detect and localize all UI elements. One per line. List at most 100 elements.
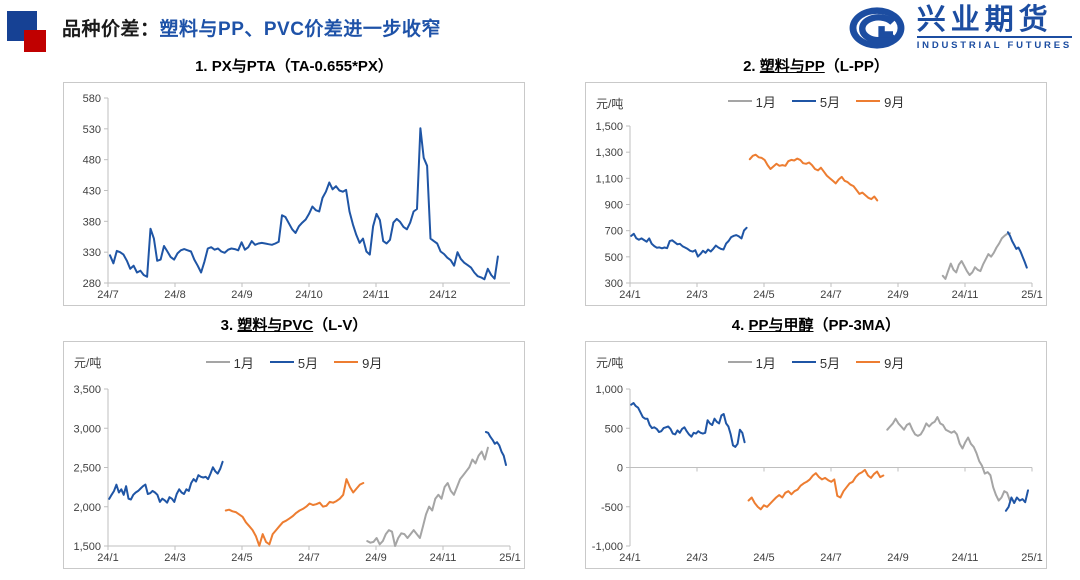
chart-head: 元/吨 1月 5月 9月 xyxy=(586,83,1046,119)
legend-item-orange: 9月 xyxy=(856,353,904,372)
y-tick-label: 1,500 xyxy=(73,541,101,553)
y-tick-label: -500 xyxy=(601,502,623,514)
y-tick-label: 530 xyxy=(83,124,101,136)
chart-title: 4. PP与甲醇（PP-3MA） xyxy=(731,317,901,334)
chart-cell-pp-3ma: 4. PP与甲醇（PP-3MA） 元/吨 1月 5月 9月 -1,000 -500 0 5… xyxy=(585,314,1047,569)
page-header: 品种价差：塑料与PP、PVC价差进一步收窄 兴业期货 INDUSTRIAL FU… xyxy=(0,0,1080,54)
chart-head: 元/吨 1月 5月 9月 xyxy=(586,342,1046,382)
legend-label: 9月 xyxy=(884,94,905,110)
chart-head: 元/吨 1月 5月 9月 xyxy=(64,342,524,382)
legend-swatch-gray xyxy=(727,100,752,102)
x-tick-label: 24/3 xyxy=(164,552,185,564)
y-tick-label: 1,100 xyxy=(595,173,623,185)
legend-swatch-blue xyxy=(269,361,294,363)
series-line-jan xyxy=(366,446,489,547)
logo-mark-icon xyxy=(849,7,905,49)
y-tick-label: 480 xyxy=(83,155,101,167)
logo-subtitle: INDUSTRIAL FUTURES xyxy=(916,36,1072,51)
unit-label: 元/吨 xyxy=(596,97,624,111)
x-tick-label: 25/1 xyxy=(1021,289,1042,301)
x-tick-label: 24/5 xyxy=(753,552,774,564)
x-tick-label: 24/10 xyxy=(295,289,323,301)
legend-label: 5月 xyxy=(819,94,841,110)
unit-label: 元/吨 xyxy=(74,356,102,370)
legend: 1月 5月 9月 xyxy=(64,342,524,382)
chart-title: 3. 塑料与PVC（L-V） xyxy=(220,317,368,334)
unit-label: 元/吨 xyxy=(596,356,624,370)
y-tick-label: 500 xyxy=(605,423,623,435)
legend-item-orange: 9月 xyxy=(334,353,382,372)
x-tick-label: 24/9 xyxy=(887,552,908,564)
series-line-jan xyxy=(886,416,1011,502)
x-tick-label: 24/1 xyxy=(619,289,640,301)
legend-label: 9月 xyxy=(362,355,383,371)
x-tick-label: 24/9 xyxy=(365,552,386,564)
series-line-ta-px-spread xyxy=(109,127,499,281)
series-line-jan xyxy=(941,232,1011,280)
series-line-may-a xyxy=(108,460,224,504)
y-tick-label: 1,000 xyxy=(595,384,623,396)
legend-label: 5月 xyxy=(819,355,841,371)
y-tick-label: 900 xyxy=(605,200,623,212)
y-tick-label: 380 xyxy=(83,216,101,228)
legend-label: 9月 xyxy=(884,355,905,371)
legend-label: 1月 xyxy=(755,355,776,371)
chart-cell-l-pp: 2. 塑料与PP（L-PP） 元/吨 1月 5月 9月 300 500 700 900 1,… xyxy=(585,55,1047,306)
x-tick-label: 24/7 xyxy=(820,552,841,564)
legend-item-gray: 1月 xyxy=(727,353,776,372)
legend-swatch-blue xyxy=(791,100,816,102)
legend-swatch-orange xyxy=(856,361,881,363)
series-line-may-b xyxy=(1006,231,1028,269)
series-line-may-b xyxy=(1004,489,1029,512)
legend-item-gray: 1月 xyxy=(727,92,776,111)
chart-box-l-v: 元/吨 1月 5月 9月 1,500 2,000 2,500 3,000 3,500 24/1… xyxy=(63,341,525,569)
y-tick-label: 0 xyxy=(617,463,623,475)
page-title-highlight: 塑料与PP、PVC价差进一步收窄 xyxy=(159,19,441,40)
legend-item-orange: 9月 xyxy=(856,92,904,111)
logo-company-name: 兴业期货 xyxy=(916,4,1053,36)
legend-swatch-orange xyxy=(856,100,881,102)
legend: 1月 5月 9月 xyxy=(586,83,1046,119)
y-tick-label: 300 xyxy=(605,278,623,290)
x-tick-label: 25/1 xyxy=(1021,552,1042,564)
y-tick-label: 2,000 xyxy=(73,502,101,514)
x-tick-label: 24/11 xyxy=(952,552,979,564)
x-tick-label: 25/1 xyxy=(499,552,520,564)
decoration-red-square xyxy=(24,30,46,52)
legend-swatch-gray xyxy=(727,361,752,363)
legend-swatch-blue xyxy=(791,361,816,363)
x-tick-label: 24/12 xyxy=(429,289,457,301)
series-line-may-a xyxy=(630,402,746,448)
company-logo: 兴业期货 INDUSTRIAL FUTURES xyxy=(845,3,1072,53)
y-tick-label: 500 xyxy=(605,252,623,264)
x-tick-label: 24/8 xyxy=(164,289,185,301)
legend-item-blue: 5月 xyxy=(791,353,841,372)
series-line-sep xyxy=(224,478,365,547)
y-tick-label: 280 xyxy=(83,278,101,290)
y-tick-label: 1,300 xyxy=(595,147,623,159)
x-tick-label: 24/7 xyxy=(97,289,118,301)
legend-label: 1月 xyxy=(233,355,254,371)
x-tick-label: 24/7 xyxy=(298,552,319,564)
y-tick-label: 430 xyxy=(83,186,101,198)
x-tick-label: 24/11 xyxy=(430,552,457,564)
series-line-sep xyxy=(748,153,879,202)
plot-svg-pp-3ma: -1,000 -500 0 500 1,000 24/1 24/3 24/5 24/7 24/9 2… xyxy=(592,384,1043,564)
plot-svg-l-pp: 300 500 700 900 1,100 1,300 1,500 24/1 24/3 24/5 2… xyxy=(595,121,1042,301)
chart-title: 2. 塑料与PP（L-PP） xyxy=(743,58,889,75)
y-tick-label: 580 xyxy=(83,93,101,105)
plot-svg-px-pta: 280 330 380 430 480 530 580 24/7 24/8 24/9 24/10 24… xyxy=(83,93,510,301)
y-tick-label: 1,500 xyxy=(595,121,623,133)
legend-swatch-gray xyxy=(205,361,230,363)
legend-swatch-orange xyxy=(334,361,359,363)
y-tick-label: 3,000 xyxy=(73,423,101,435)
series-line-may-b xyxy=(484,431,507,466)
page-title: 品种价差：塑料与PP、PVC价差进一步收窄 xyxy=(62,14,441,41)
chart-title: 1. PX与PTA（TA-0.655*PX） xyxy=(195,58,393,75)
legend-label: 1月 xyxy=(755,94,776,110)
legend: 1月 5月 9月 xyxy=(586,342,1046,382)
x-tick-label: 24/9 xyxy=(231,289,252,301)
chart-cell-px-pta: 1. PX与PTA（TA-0.655*PX） 280 330 380 430 480 53… xyxy=(63,55,525,306)
plot-svg-l-v: 1,500 2,000 2,500 3,000 3,500 24/1 24/3 24/5 24/… xyxy=(73,384,520,564)
x-tick-label: 24/11 xyxy=(952,289,979,301)
